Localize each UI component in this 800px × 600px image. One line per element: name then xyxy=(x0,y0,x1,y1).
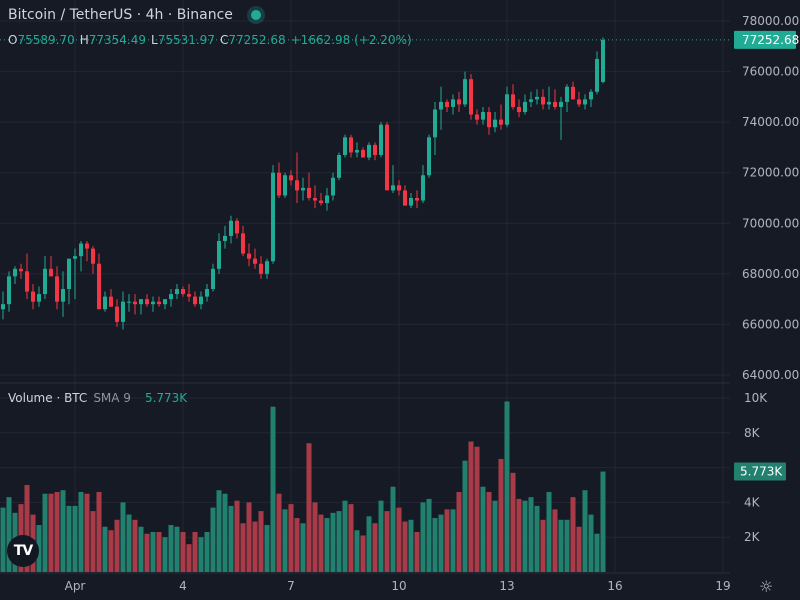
svg-text:7: 7 xyxy=(287,579,295,593)
svg-text:78000.00: 78000.00 xyxy=(742,14,799,28)
svg-text:10K: 10K xyxy=(744,391,768,405)
svg-text:Apr: Apr xyxy=(65,579,86,593)
svg-text:2K: 2K xyxy=(744,530,761,544)
volume-legend[interactable]: Volume · BTC SMA 9 5.773K xyxy=(8,391,187,405)
time-axis[interactable]: Apr 4 7 10 13 16 19 xyxy=(65,579,731,593)
volume-title[interactable]: Volume · BTC xyxy=(8,391,88,405)
high-value: 77354.49 xyxy=(88,33,147,47)
svg-text:4K: 4K xyxy=(744,495,761,509)
market-status-icon xyxy=(250,10,261,20)
open-label: O xyxy=(8,33,18,47)
close-value: 77252.68 xyxy=(228,33,286,47)
svg-text:10: 10 xyxy=(391,579,406,593)
logo-text: TV xyxy=(13,543,33,559)
high-label: H xyxy=(79,33,89,47)
volume-last-label: 5.773K xyxy=(734,462,786,481)
open-value: 75589.70 xyxy=(17,33,75,47)
close-label: C xyxy=(219,33,229,47)
ohlc-values: O75589.70 H77354.49 L75531.97 C77252.68 … xyxy=(8,33,412,47)
svg-text:74000.00: 74000.00 xyxy=(742,115,799,129)
svg-text:68000.00: 68000.00 xyxy=(742,267,799,281)
svg-text:13: 13 xyxy=(499,579,514,593)
svg-text:4: 4 xyxy=(179,579,187,593)
svg-text:76000.00: 76000.00 xyxy=(742,65,799,79)
price-axis[interactable]: 78000.00 76000.00 74000.00 72000.00 70000.00… xyxy=(742,14,799,382)
symbol-title[interactable]: Bitcoin / TetherUS · 4h · Binance xyxy=(8,7,233,23)
volume-series[interactable] xyxy=(0,401,606,572)
symbol-legend[interactable]: Bitcoin / TetherUS · 4h · Binance xyxy=(8,7,261,23)
low-value: 75531.97 xyxy=(157,33,215,47)
candlestick-series[interactable] xyxy=(1,37,605,330)
svg-text:8K: 8K xyxy=(744,426,761,440)
svg-text:64000.00: 64000.00 xyxy=(742,368,799,382)
gear-icon[interactable]: ☼ xyxy=(759,577,774,596)
svg-text:77252.68: 77252.68 xyxy=(742,33,799,47)
svg-text:19: 19 xyxy=(715,579,730,593)
svg-text:72000.00: 72000.00 xyxy=(742,166,799,180)
svg-text:5.773K: 5.773K xyxy=(740,465,783,479)
volume-axis[interactable]: 10K 8K 4K 2K xyxy=(744,391,768,544)
volume-sma-value: 5.773K xyxy=(144,391,188,405)
volume-sma-label: SMA 9 xyxy=(93,391,131,405)
tradingview-logo[interactable]: TV xyxy=(7,535,39,567)
svg-text:70000.00: 70000.00 xyxy=(742,216,799,230)
svg-text:66000.00: 66000.00 xyxy=(742,317,799,331)
change-value: +1662.98 (+2.20%) xyxy=(290,33,412,47)
svg-text:16: 16 xyxy=(607,579,622,593)
low-label: L xyxy=(151,33,158,47)
last-price-label: 77252.68 xyxy=(734,30,799,49)
